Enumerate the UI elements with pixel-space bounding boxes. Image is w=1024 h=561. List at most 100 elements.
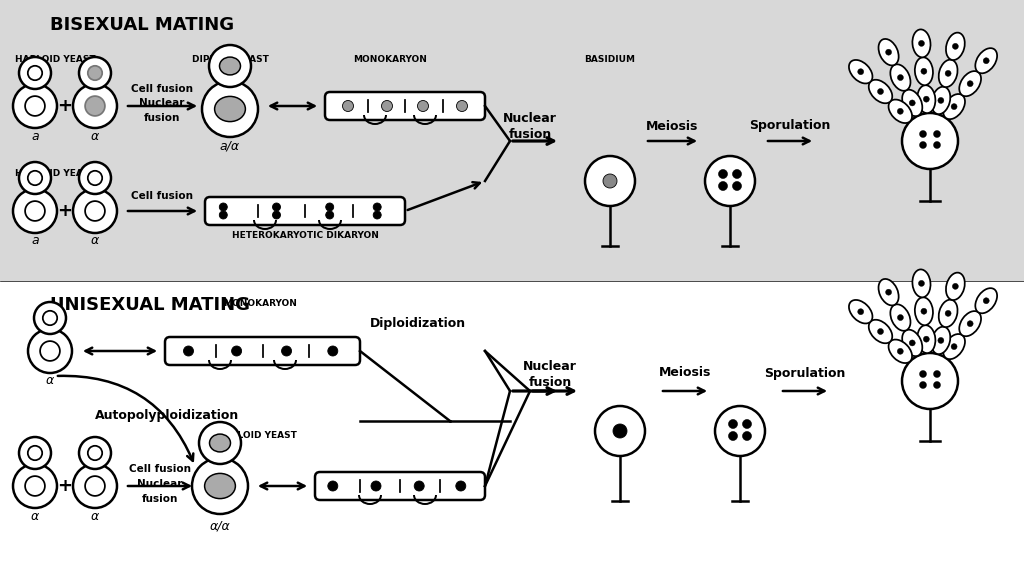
Circle shape xyxy=(19,162,51,194)
Circle shape xyxy=(858,309,863,315)
Circle shape xyxy=(886,289,892,295)
Circle shape xyxy=(26,201,45,221)
Ellipse shape xyxy=(946,33,965,60)
Ellipse shape xyxy=(912,29,931,57)
Text: Meiosis: Meiosis xyxy=(646,119,698,132)
Ellipse shape xyxy=(918,325,935,353)
Circle shape xyxy=(202,81,258,137)
Text: MONOKARYON: MONOKARYON xyxy=(223,298,297,307)
Circle shape xyxy=(719,182,727,191)
Circle shape xyxy=(897,315,903,320)
Circle shape xyxy=(43,311,57,325)
Ellipse shape xyxy=(959,71,981,96)
Circle shape xyxy=(73,84,117,128)
Text: fusion: fusion xyxy=(508,128,552,141)
FancyBboxPatch shape xyxy=(165,337,360,365)
Circle shape xyxy=(952,43,958,49)
Text: Autopolyploidization: Autopolyploidization xyxy=(95,410,240,422)
Text: fusion: fusion xyxy=(528,376,571,389)
Ellipse shape xyxy=(914,57,933,85)
Text: Sporulation: Sporulation xyxy=(750,119,830,132)
Circle shape xyxy=(183,346,194,356)
Circle shape xyxy=(272,211,281,219)
Bar xyxy=(0,281,1024,561)
Ellipse shape xyxy=(879,39,899,66)
Circle shape xyxy=(983,298,989,304)
Ellipse shape xyxy=(879,279,899,305)
Ellipse shape xyxy=(975,288,997,313)
Circle shape xyxy=(719,169,727,178)
Ellipse shape xyxy=(849,60,872,84)
Circle shape xyxy=(919,280,925,286)
Text: Diploidization: Diploidization xyxy=(370,316,466,329)
Circle shape xyxy=(920,141,927,149)
FancyBboxPatch shape xyxy=(315,472,485,500)
Text: fusion: fusion xyxy=(141,494,178,504)
Circle shape xyxy=(219,203,227,211)
Circle shape xyxy=(902,113,958,169)
Circle shape xyxy=(328,481,338,491)
Circle shape xyxy=(897,108,903,114)
Circle shape xyxy=(88,171,102,185)
Circle shape xyxy=(19,57,51,89)
Text: BISEXUAL MATING: BISEXUAL MATING xyxy=(50,16,234,34)
Circle shape xyxy=(328,346,338,356)
Ellipse shape xyxy=(889,99,912,123)
Circle shape xyxy=(28,446,42,460)
Text: +: + xyxy=(57,202,73,220)
Circle shape xyxy=(983,58,989,64)
Ellipse shape xyxy=(890,65,910,91)
Circle shape xyxy=(909,340,915,346)
Circle shape xyxy=(282,346,292,356)
Circle shape xyxy=(85,96,104,116)
Text: +: + xyxy=(57,97,73,115)
Ellipse shape xyxy=(914,297,933,325)
Ellipse shape xyxy=(219,57,241,75)
Circle shape xyxy=(934,141,940,149)
Text: HETEROKARYOTIC DIKARYON: HETEROKARYOTIC DIKARYON xyxy=(231,232,379,241)
Circle shape xyxy=(924,96,930,102)
Circle shape xyxy=(595,406,645,456)
Circle shape xyxy=(13,84,57,128)
Circle shape xyxy=(209,45,251,87)
Circle shape xyxy=(199,422,241,464)
Text: α: α xyxy=(91,234,99,247)
Circle shape xyxy=(938,337,944,343)
Circle shape xyxy=(967,81,973,86)
Circle shape xyxy=(921,308,927,314)
Text: Nuclear: Nuclear xyxy=(139,98,184,108)
Circle shape xyxy=(878,89,884,94)
Circle shape xyxy=(705,156,755,206)
Circle shape xyxy=(457,100,468,112)
Circle shape xyxy=(88,446,102,460)
Circle shape xyxy=(231,346,242,356)
Circle shape xyxy=(342,100,353,112)
Circle shape xyxy=(858,68,863,75)
Ellipse shape xyxy=(890,304,910,331)
Circle shape xyxy=(920,131,927,137)
Text: DIPLOID YEAST: DIPLOID YEAST xyxy=(220,431,297,440)
Text: Cell fusion: Cell fusion xyxy=(131,84,193,94)
Circle shape xyxy=(967,321,973,327)
Circle shape xyxy=(13,189,57,233)
Ellipse shape xyxy=(943,94,965,119)
Circle shape xyxy=(79,162,111,194)
Circle shape xyxy=(79,437,111,469)
Ellipse shape xyxy=(943,334,965,359)
Circle shape xyxy=(934,370,940,378)
Circle shape xyxy=(715,406,765,456)
Ellipse shape xyxy=(946,273,965,300)
Text: Nuclear: Nuclear xyxy=(523,360,577,373)
Text: HAPLOID YEAST: HAPLOID YEAST xyxy=(15,54,95,63)
Ellipse shape xyxy=(215,96,246,122)
Circle shape xyxy=(371,481,381,491)
Circle shape xyxy=(219,211,227,219)
Text: Cell fusion: Cell fusion xyxy=(131,191,193,201)
Text: a/α: a/α xyxy=(220,140,240,153)
Ellipse shape xyxy=(868,80,892,103)
FancyBboxPatch shape xyxy=(325,92,485,120)
Text: α: α xyxy=(31,509,39,522)
Circle shape xyxy=(28,171,42,185)
Circle shape xyxy=(902,353,958,409)
Text: a: a xyxy=(31,234,39,247)
